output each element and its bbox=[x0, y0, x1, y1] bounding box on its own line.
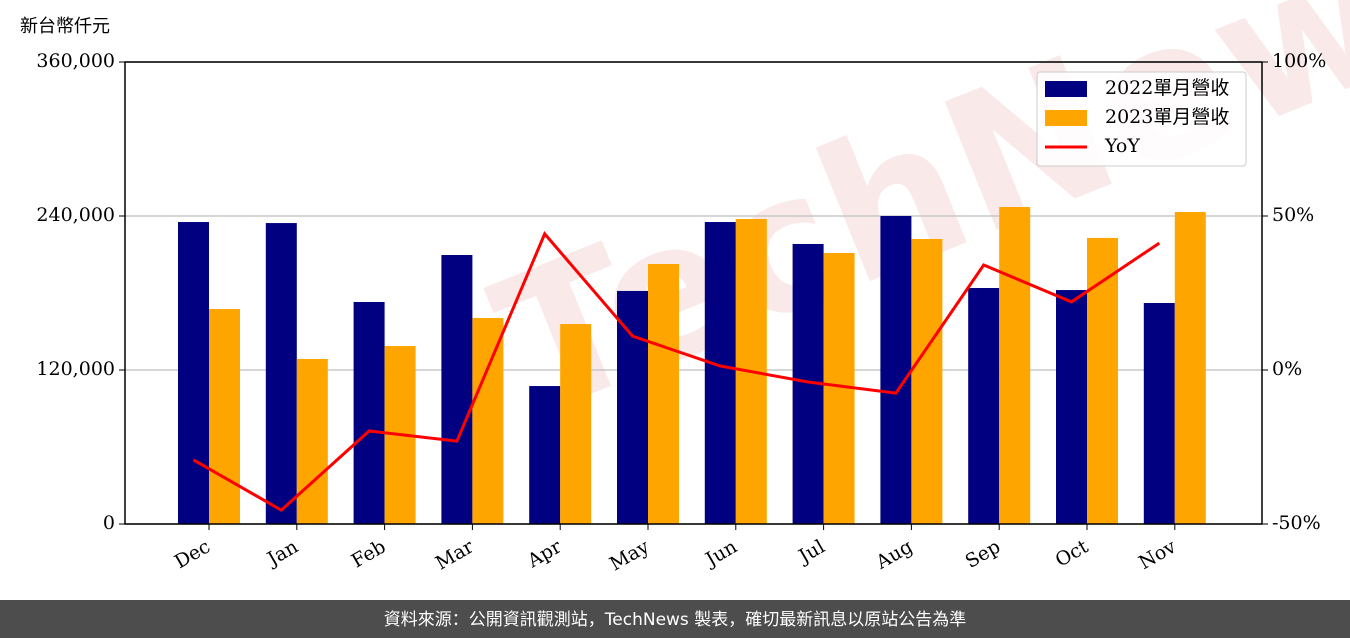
footer: 資料來源：公開資訊觀測站，TechNews 製表，確切最新訊息以原站公告為準 bbox=[384, 610, 966, 630]
x-tick-label: Dec bbox=[171, 536, 214, 574]
y2-tick-label: -50% bbox=[1272, 512, 1321, 534]
bar bbox=[296, 358, 328, 524]
legend-swatch bbox=[1045, 81, 1087, 97]
bar bbox=[472, 318, 504, 524]
legend-box bbox=[1036, 71, 1247, 167]
x-tick-label: Jul bbox=[793, 536, 828, 569]
legend-label: 2023單月營收 bbox=[1105, 106, 1229, 128]
x-tick-label: Feb bbox=[348, 536, 390, 573]
bar bbox=[1174, 212, 1206, 524]
y-tick-label: 120,000 bbox=[36, 358, 115, 380]
x-tick-label: Jun bbox=[700, 536, 741, 572]
footer-bar bbox=[0, 600, 1350, 638]
bar bbox=[1056, 290, 1087, 524]
legend-swatch bbox=[1045, 110, 1087, 126]
y-tick-label: 360,000 bbox=[36, 50, 115, 72]
bar bbox=[999, 207, 1031, 524]
line bbox=[192, 231, 1161, 512]
legend-label: 2022單月營收 bbox=[1105, 77, 1229, 99]
bar bbox=[265, 223, 297, 524]
x-tick-label: Apr bbox=[523, 535, 566, 572]
bar bbox=[353, 301, 385, 524]
legend-label: YoY bbox=[1104, 135, 1140, 157]
x-tick-label: May bbox=[606, 535, 653, 575]
bar bbox=[617, 290, 648, 524]
bar bbox=[178, 222, 209, 524]
bar bbox=[560, 324, 592, 524]
bar bbox=[968, 287, 1000, 524]
y-tick-label: 240,000 bbox=[36, 204, 115, 226]
bar bbox=[1087, 237, 1118, 524]
bar bbox=[704, 222, 736, 524]
bar bbox=[209, 309, 240, 524]
x-tick-label: Sep bbox=[962, 536, 1005, 573]
x-tick-label: Mar bbox=[432, 535, 478, 574]
y2-tick-label: 100% bbox=[1272, 50, 1326, 72]
bar bbox=[1143, 303, 1175, 524]
bar bbox=[880, 216, 912, 524]
bar bbox=[648, 263, 679, 524]
x-tick-label: Aug bbox=[872, 536, 917, 575]
bar bbox=[911, 238, 943, 524]
plot-frame bbox=[124, 61, 1263, 525]
bar bbox=[441, 255, 473, 524]
x-tick-label: Oct bbox=[1052, 535, 1093, 571]
y-axis-label: 新台幣仟元 bbox=[20, 16, 110, 37]
x-tick-label: Jan bbox=[262, 536, 302, 572]
x-tick-label: Nov bbox=[1135, 535, 1180, 574]
bar bbox=[529, 386, 561, 524]
y-tick-label: 0 bbox=[103, 512, 115, 534]
y2-tick-label: 0% bbox=[1272, 358, 1302, 380]
y2-tick-label: 50% bbox=[1272, 204, 1314, 226]
